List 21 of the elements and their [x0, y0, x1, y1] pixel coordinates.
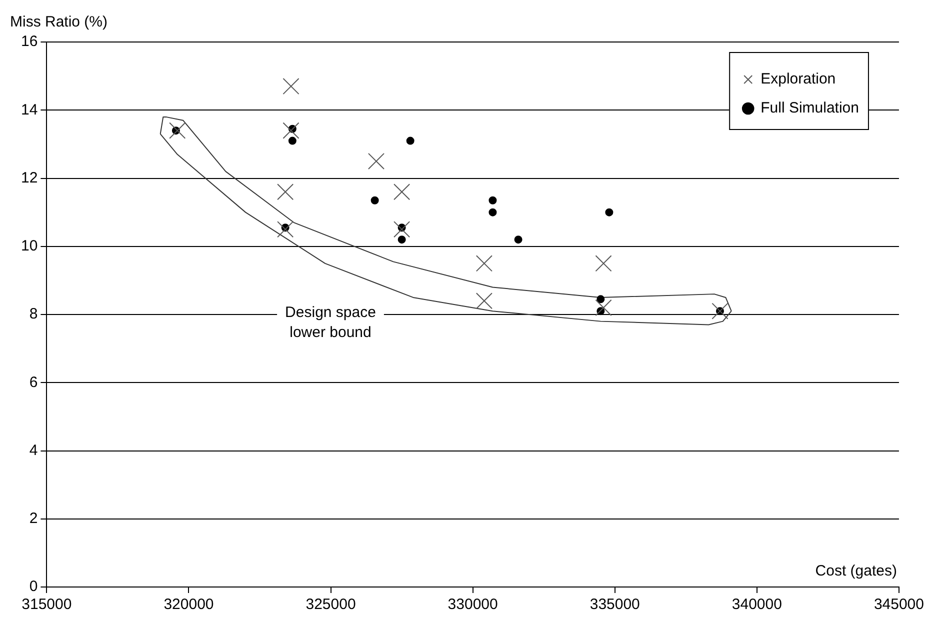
x-tick-label: 335000: [590, 596, 640, 614]
y-tick-label: 10: [20, 238, 38, 255]
legend-label: Full Simulation: [760, 100, 859, 117]
x-tick-label: 340000: [732, 596, 782, 614]
y-tick-label: 16: [20, 33, 38, 50]
y-tick-label: 14: [20, 101, 38, 118]
x-tick-label: 315000: [22, 596, 72, 614]
x-tick-label: 330000: [448, 596, 498, 614]
x-axis-title: Cost (gates): [815, 562, 897, 580]
y-tick-label: 4: [29, 442, 38, 459]
x-tick-label: 320000: [164, 596, 214, 614]
y-tick-label: 12: [20, 169, 38, 186]
legend-label: Exploration: [760, 70, 836, 88]
annotation: Design space lower bound: [285, 304, 376, 341]
y-tick-label: 0: [29, 578, 38, 596]
y-tick-label: 8: [29, 306, 38, 323]
x-tick-label: 345000: [874, 596, 924, 614]
y-axis-title: Miss Ratio (%): [10, 14, 108, 31]
x-tick-label: 325000: [306, 596, 356, 614]
y-tick-label: 2: [29, 510, 38, 528]
y-tick-label: 6: [29, 374, 38, 391]
